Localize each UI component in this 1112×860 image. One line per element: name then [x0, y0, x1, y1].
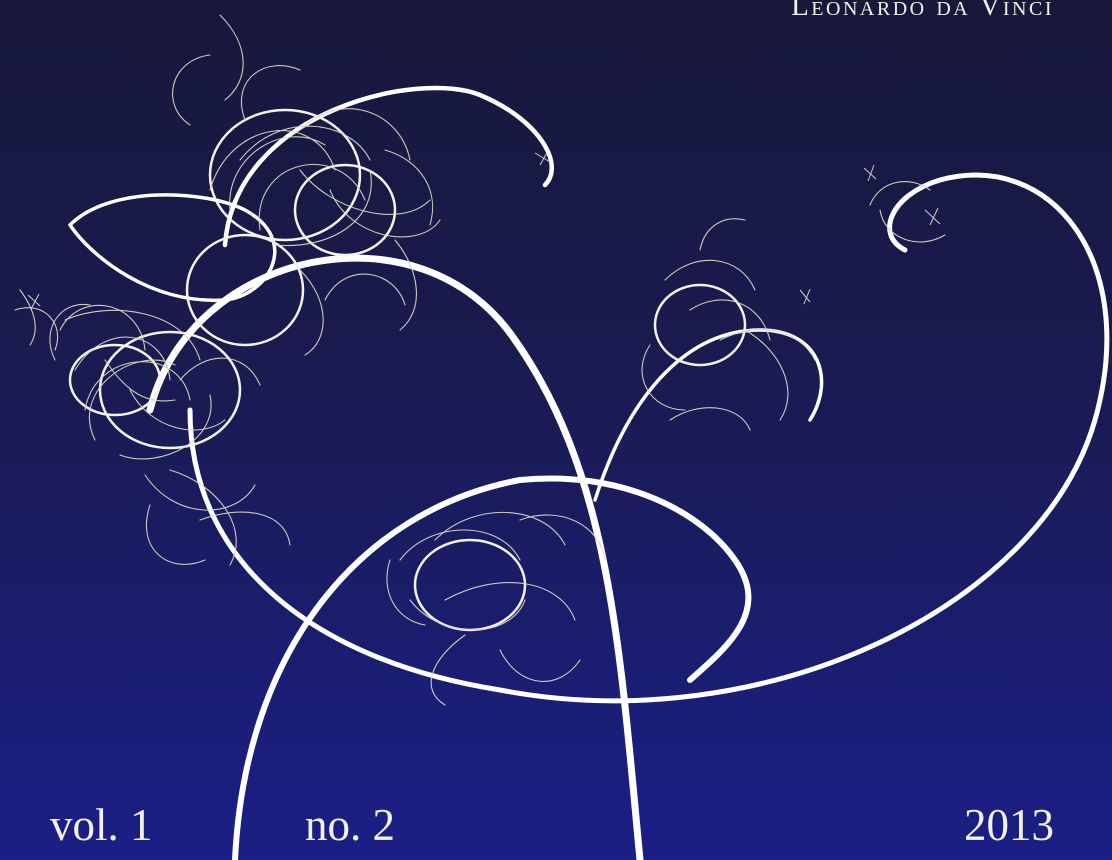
loop-cluster-mid	[185, 233, 305, 347]
issue-label: no. 2	[305, 800, 395, 850]
loop-cluster-left-a	[98, 330, 242, 450]
major-track-left-loop	[68, 193, 277, 303]
cover-author-name: Leonardo da Vinci	[791, 0, 1054, 22]
major-track-lower-loop	[232, 475, 752, 860]
loop-cluster-right	[653, 283, 747, 367]
loop-cluster-left-b	[68, 343, 162, 417]
year-label: 2013	[964, 800, 1054, 850]
loop-cluster-top-b	[293, 163, 397, 257]
volume-label: vol. 1	[50, 800, 153, 850]
loop-cluster-top-a	[208, 108, 362, 242]
major-track-mid-loop	[593, 328, 824, 502]
major-track-right-spiral	[187, 172, 1110, 704]
major-track-large-ring	[146, 254, 644, 860]
major-track-upper-arc	[222, 85, 555, 248]
loop-cluster-bottom	[413, 538, 527, 632]
